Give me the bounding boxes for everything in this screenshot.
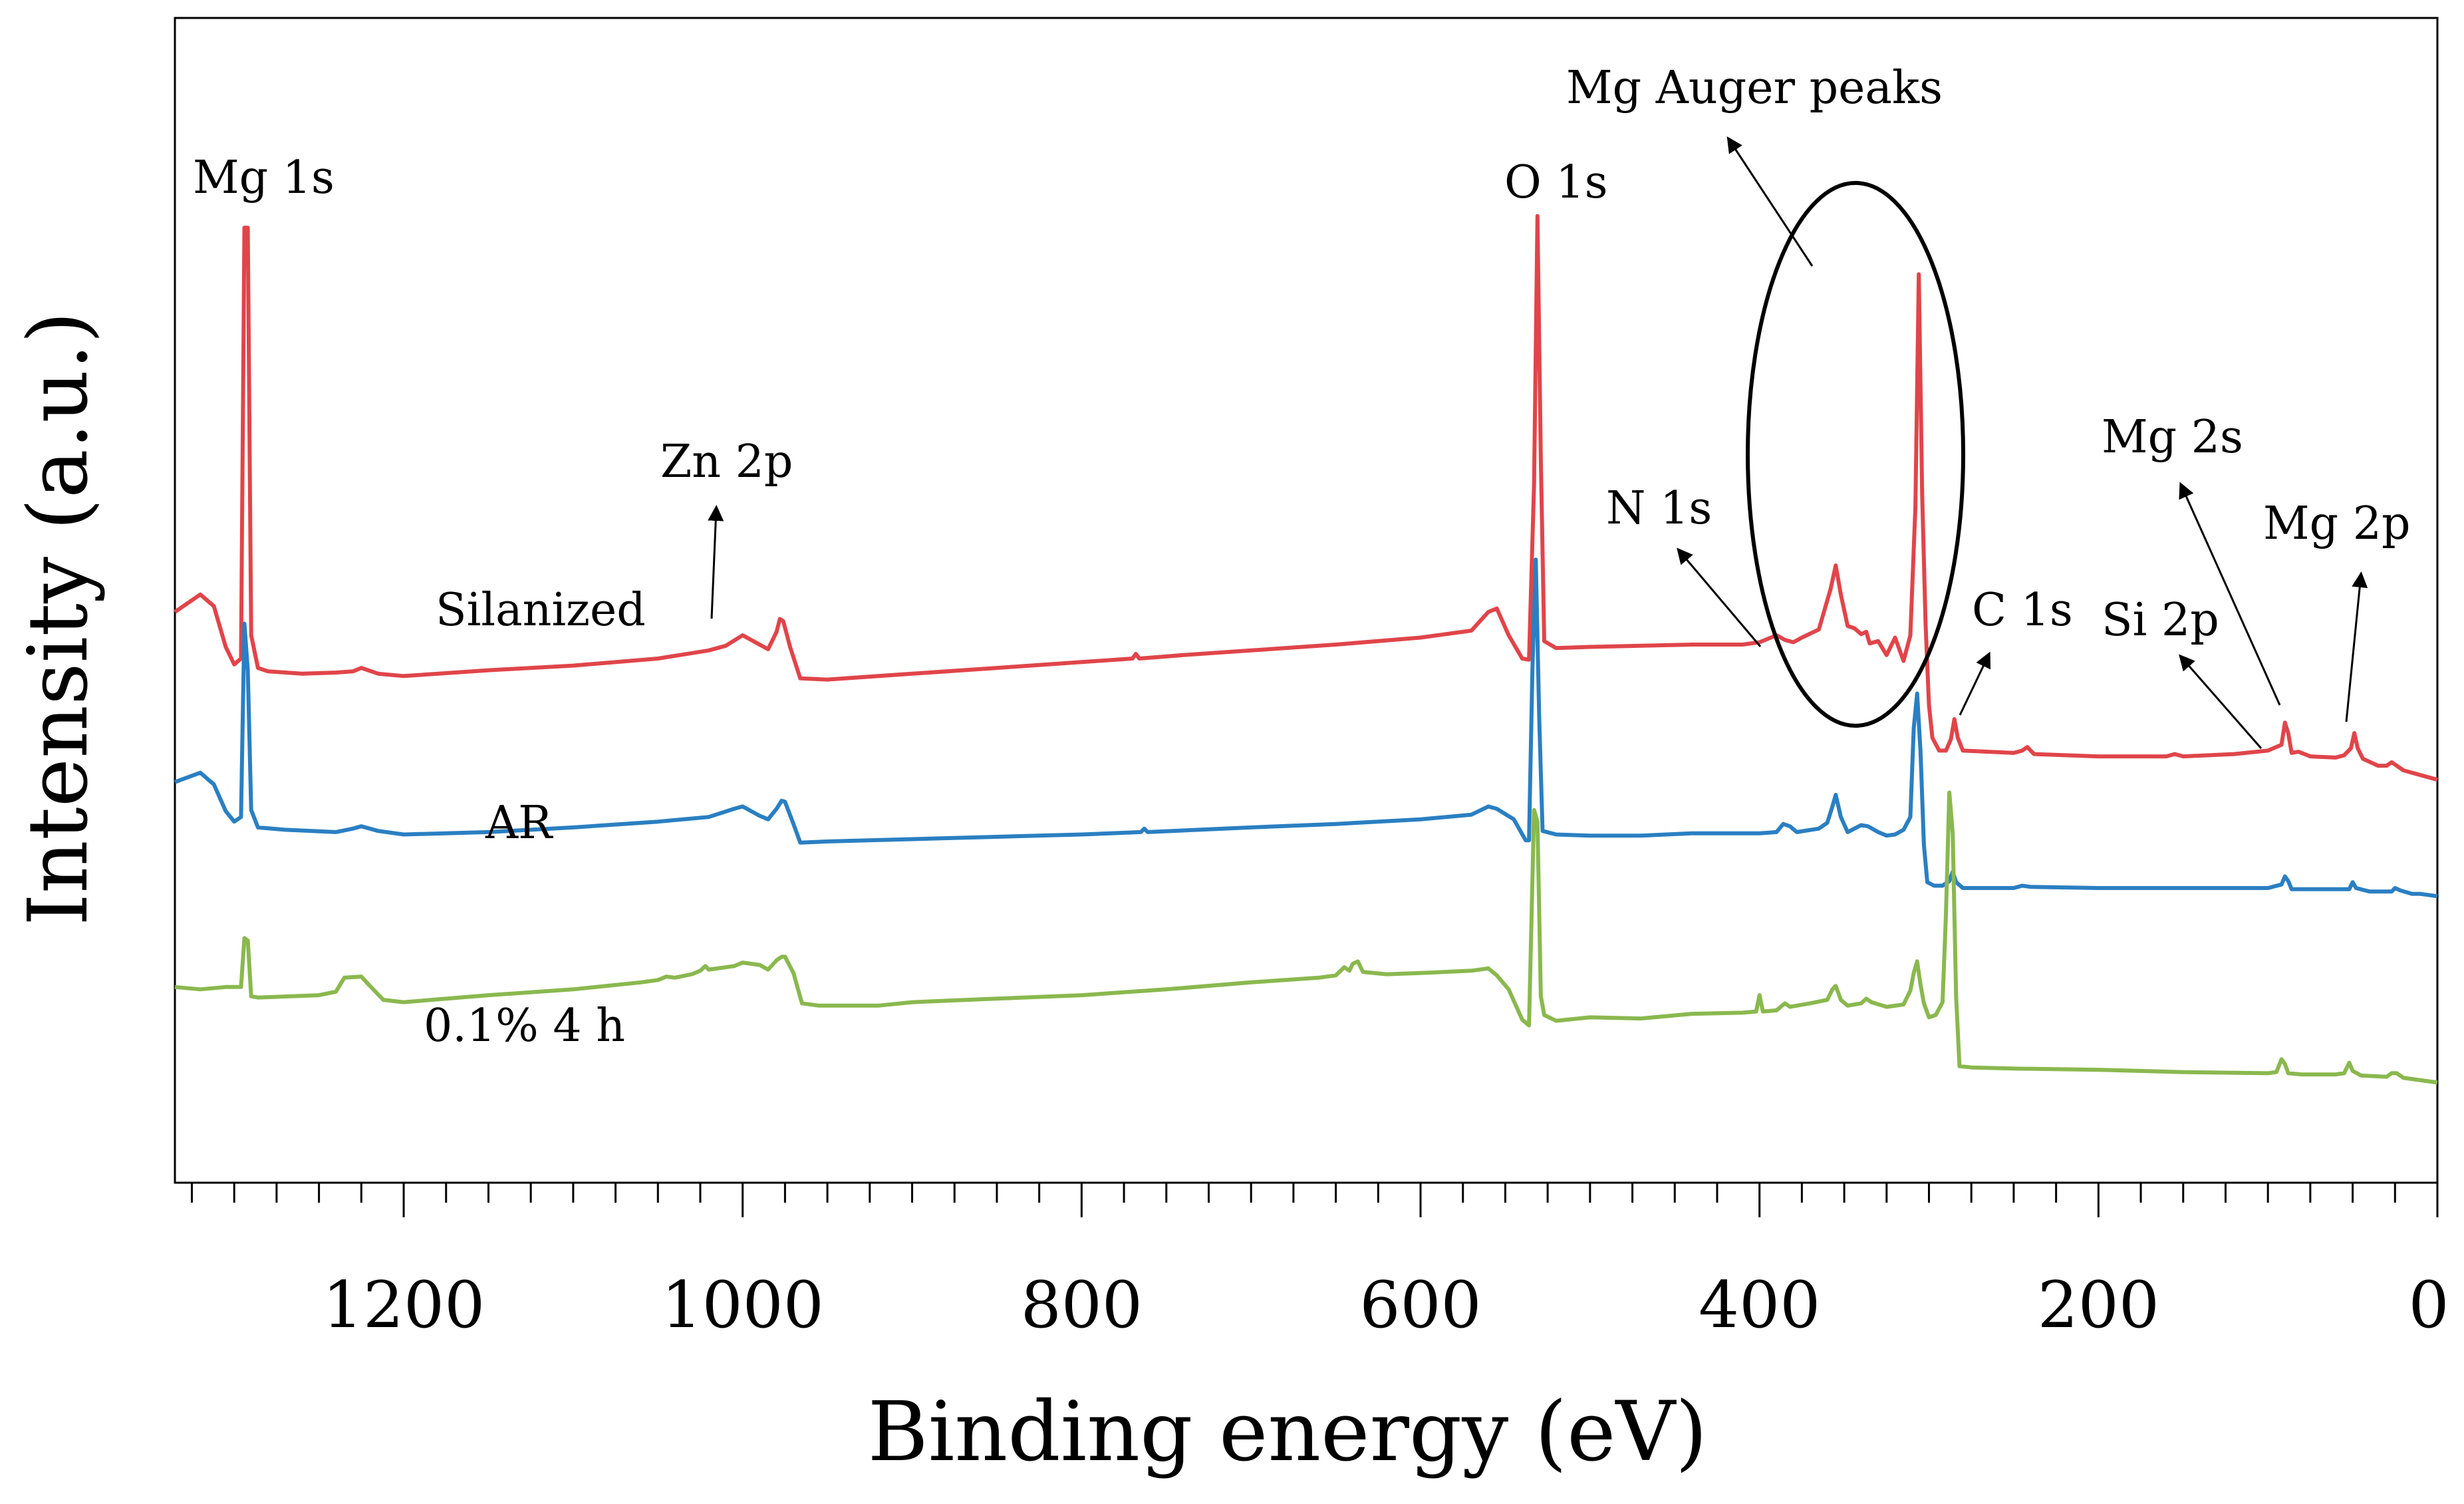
peak-label-zn-2p: Zn 2p	[660, 436, 793, 488]
series-layer	[174, 214, 2438, 1085]
x-tick-label-600: 600	[1359, 1268, 1481, 1342]
series-line-0-1-4-h	[174, 790, 2438, 1085]
series-label-ar: AR	[485, 797, 553, 849]
x-axis-label: Binding energy (eV)	[868, 1384, 1708, 1480]
peak-label-mg-2p: Mg 2p	[2263, 498, 2411, 550]
peak-label-si-2p: Si 2p	[2102, 594, 2219, 647]
peak-label-c-1s: C 1s	[1972, 584, 2073, 637]
arrow-mg-2s	[2179, 482, 2281, 706]
x-axis-ticks: 1200 1000 800 600 400 200 0	[190, 1183, 2449, 1342]
x-tick-label-800: 800	[1021, 1268, 1143, 1342]
arrow-zn-2p	[708, 505, 724, 619]
x-tick-label-0: 0	[2408, 1268, 2449, 1342]
x-tick-label-1200: 1200	[323, 1268, 485, 1342]
arrow-c-1s	[1959, 651, 1991, 716]
x-tick-label-400: 400	[1699, 1268, 1820, 1342]
series-line-silanized	[174, 214, 2438, 782]
series-line-ar	[174, 557, 2438, 899]
peak-label-mg-1s: Mg 1s	[193, 152, 335, 204]
auger-peaks-ellipse	[1746, 181, 1965, 728]
y-axis-label: Intensity (a.u.)	[11, 311, 106, 926]
peak-label-mg-2s: Mg 2s	[2102, 411, 2243, 464]
arrow-mg-auger	[1726, 136, 1814, 267]
peak-label-o-1s: O 1s	[1504, 156, 1608, 209]
series-label-0.1pct-4h: 0.1% 4 h	[424, 1000, 625, 1052]
series-label-silanized: Silanized	[436, 584, 646, 637]
arrow-mg-2p	[2345, 571, 2368, 722]
plot-frame	[174, 17, 2439, 1184]
arrow-si-2p	[2179, 654, 2262, 749]
x-tick-label-200: 200	[2038, 1268, 2159, 1342]
peak-label-mg-auger: Mg Auger peaks	[1566, 62, 1943, 114]
arrow-n-1s	[1677, 547, 1762, 647]
x-tick-label-1000: 1000	[662, 1268, 824, 1342]
peak-label-n-1s: N 1s	[1606, 482, 1712, 535]
